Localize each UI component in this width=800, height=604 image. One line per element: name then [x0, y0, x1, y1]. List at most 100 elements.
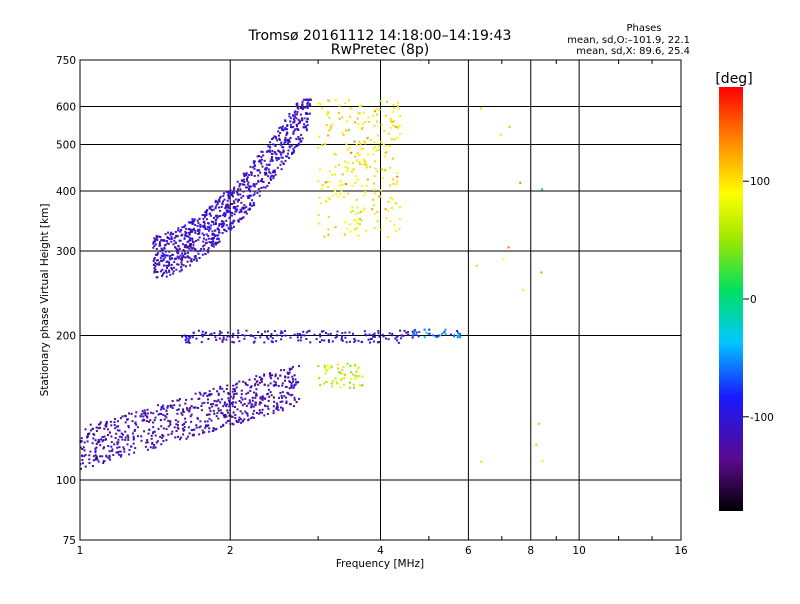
- data-point: [168, 237, 171, 240]
- data-point: [407, 333, 410, 336]
- data-point: [156, 238, 159, 241]
- data-point: [94, 458, 97, 461]
- data-point: [277, 385, 280, 387]
- data-point: [475, 264, 478, 267]
- data-point: [248, 189, 251, 192]
- data-point: [340, 338, 343, 341]
- data-point: [428, 332, 431, 335]
- data-point: [235, 419, 238, 422]
- data-point: [239, 418, 242, 421]
- data-point: [288, 115, 291, 118]
- data-point: [220, 412, 223, 415]
- data-point: [292, 131, 295, 134]
- data-point: [165, 261, 168, 263]
- data-point: [187, 426, 190, 429]
- data-point: [221, 387, 224, 390]
- data-point: [165, 439, 168, 442]
- data-point: [268, 170, 271, 173]
- data-point: [271, 138, 273, 141]
- data-point: [273, 151, 276, 153]
- data-point: [183, 426, 186, 428]
- data-point: [227, 399, 230, 402]
- data-point: [253, 192, 256, 195]
- data-point: [225, 230, 228, 233]
- data-point: [356, 152, 359, 155]
- data-point: [217, 399, 220, 402]
- data-point: [207, 251, 210, 254]
- data-point: [258, 409, 261, 412]
- data-point: [83, 455, 86, 458]
- data-point: [358, 154, 361, 156]
- colorbar-tick-label: 100: [750, 176, 770, 188]
- data-point: [94, 451, 97, 454]
- data-point: [208, 430, 211, 433]
- data-point: [102, 460, 105, 462]
- data-point: [282, 129, 285, 132]
- data-point: [239, 188, 242, 191]
- data-point: [372, 333, 375, 336]
- data-point: [205, 233, 208, 236]
- data-point: [222, 195, 225, 198]
- data-point: [153, 267, 156, 269]
- data-point: [185, 246, 188, 249]
- data-point: [292, 114, 294, 117]
- data-point: [292, 118, 295, 120]
- data-point: [296, 104, 299, 107]
- data-point: [281, 331, 284, 334]
- data-point: [163, 253, 166, 256]
- data-point: [308, 329, 311, 332]
- data-point: [266, 392, 269, 395]
- y-tick-label: 200: [56, 331, 76, 343]
- data-point: [402, 334, 405, 337]
- data-point: [364, 121, 367, 123]
- data-point: [261, 180, 264, 183]
- data-point: [357, 211, 360, 214]
- data-point: [152, 242, 155, 245]
- data-point: [215, 400, 218, 403]
- data-point: [277, 157, 280, 159]
- data-point: [166, 406, 169, 409]
- data-point: [226, 203, 229, 206]
- data-point: [161, 434, 164, 436]
- data-point: [387, 132, 390, 135]
- data-point: [396, 105, 399, 108]
- data-point: [263, 159, 266, 162]
- data-point: [354, 374, 357, 377]
- data-point: [185, 244, 187, 247]
- data-point: [189, 335, 192, 338]
- data-point: [261, 398, 264, 401]
- data-point: [252, 184, 255, 187]
- data-point: [306, 98, 309, 101]
- data-point: [280, 338, 283, 341]
- data-point: [247, 208, 250, 211]
- data-point: [159, 435, 162, 438]
- data-point: [189, 259, 192, 262]
- data-point: [246, 179, 249, 182]
- data-point: [262, 186, 265, 189]
- data-point: [270, 175, 273, 178]
- data-point: [184, 234, 187, 237]
- data-point: [195, 337, 198, 340]
- data-point: [261, 397, 264, 400]
- data-point: [305, 129, 308, 132]
- data-point: [246, 186, 249, 189]
- data-point: [140, 413, 143, 416]
- data-point: [239, 183, 241, 185]
- data-point: [399, 329, 402, 332]
- data-point: [357, 339, 360, 342]
- data-point: [197, 238, 200, 241]
- data-point: [273, 330, 276, 333]
- data-point: [400, 334, 403, 337]
- data-point: [247, 181, 250, 184]
- data-point: [284, 128, 287, 131]
- data-point: [134, 428, 137, 431]
- data-point: [319, 341, 321, 343]
- data-point: [361, 375, 364, 378]
- data-point: [237, 420, 240, 423]
- data-point: [385, 145, 388, 148]
- data-point: [360, 219, 363, 222]
- data-point: [101, 436, 104, 438]
- data-point: [411, 330, 414, 333]
- data-point: [290, 144, 293, 147]
- data-point: [328, 170, 331, 173]
